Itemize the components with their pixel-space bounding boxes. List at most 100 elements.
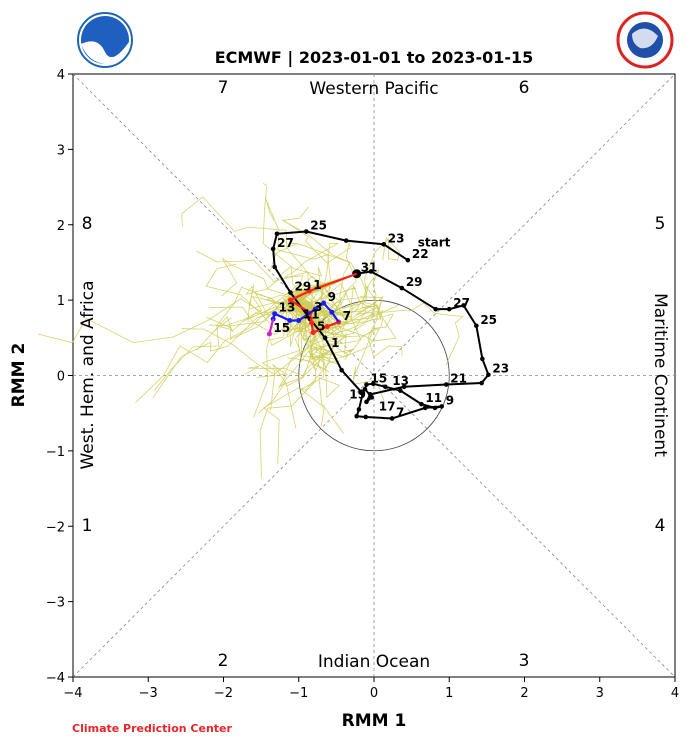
observed-point (364, 382, 369, 387)
forecast-point (266, 331, 272, 337)
observed-point (343, 238, 349, 243)
observed-point (433, 306, 439, 312)
y-tick-label: 4 (57, 68, 65, 83)
diagonal-line (72, 73, 676, 678)
x-tick-label: 2 (520, 686, 528, 701)
ensemble-member-line (289, 273, 403, 358)
x-tick-label: −1 (289, 686, 308, 701)
observed-point (322, 335, 328, 341)
observed-day-label: 29 (406, 275, 423, 289)
observed-day-label: 1 (331, 336, 339, 350)
forecast-point (287, 297, 293, 303)
ensemble-member-line (253, 273, 357, 418)
observed-day-label: 22 (412, 247, 429, 261)
observed-day-label: 19 (349, 387, 366, 401)
observed-point (303, 229, 309, 234)
phase-label-1: 1 (82, 516, 93, 536)
forecast-point (306, 288, 312, 294)
x-tick-label: −4 (63, 686, 82, 701)
phase-label-6: 6 (519, 78, 530, 98)
observed-point (354, 413, 359, 419)
forecast-point (309, 320, 315, 326)
forecast-point (329, 309, 335, 315)
observed-point (446, 306, 452, 312)
phase-label-2: 2 (218, 651, 229, 671)
x-tick-label: 4 (671, 686, 679, 701)
forecast-trajectory-segment (268, 318, 275, 335)
observed-point (443, 382, 449, 387)
observed-day-label: 7 (396, 405, 404, 419)
observed-day-label: 27 (453, 296, 470, 310)
observed-point (486, 372, 491, 378)
y-tick-label: −4 (46, 671, 65, 686)
observed-point (399, 285, 405, 291)
unit-circle (298, 299, 450, 452)
footer-credit: Climate Prediction Center (72, 722, 232, 735)
plot-area: 22232527291791113151719212325272931start… (37, 73, 676, 678)
observed-day-label: 29 (294, 280, 311, 294)
region-west-hem-africa: West. Hem. and Africa (78, 280, 98, 469)
chart-title: ECMWF | 2023-01-01 to 2023-01-15 (215, 48, 534, 68)
observed-day-label: 25 (310, 219, 327, 233)
observed-point (405, 257, 411, 263)
observed-day-label: 9 (446, 393, 454, 407)
y-tick-label: −2 (46, 520, 65, 535)
x-tick-label: −2 (214, 686, 233, 701)
observed-point (270, 246, 276, 252)
forecast-day-label: 9 (328, 290, 336, 304)
y-axis-label: RMM 2 (9, 343, 29, 408)
observed-day-label: 13 (392, 374, 409, 388)
forecast-point (321, 300, 327, 306)
forecast-day-label: 7 (343, 309, 351, 323)
observed-point (362, 386, 368, 392)
forecast-day-label: 1 (313, 278, 321, 292)
observed-day-label: 23 (388, 231, 405, 245)
observed-point (364, 399, 369, 405)
x-axis-label: RMM 1 (342, 711, 407, 731)
x-tick-label: −3 (139, 686, 158, 701)
forecast-point (312, 306, 318, 312)
observed-day-label: 17 (379, 399, 396, 413)
observed-day-label: 21 (450, 372, 467, 386)
phase-label-8: 8 (82, 214, 93, 234)
region-indian-ocean: Indian Ocean (318, 652, 430, 672)
observed-point (368, 269, 374, 274)
forecast-day-label: 13 (279, 301, 296, 315)
ensemble-member-line (196, 273, 357, 351)
region-western-pacific: Western Pacific (309, 79, 438, 99)
region-maritime-continent: Maritime Continent (650, 293, 670, 457)
start-label: start (418, 235, 451, 249)
forecast-point (287, 317, 293, 323)
phase-label-5: 5 (655, 214, 666, 234)
observed-point (363, 414, 369, 420)
observed-point (381, 242, 387, 247)
phase-label-7: 7 (218, 78, 229, 98)
observed-day-label: 25 (480, 313, 497, 327)
forecast-point (310, 330, 316, 336)
observed-point (432, 405, 438, 411)
ensemble-member-line (285, 273, 357, 427)
observed-day-label: 11 (425, 391, 442, 405)
forecast-point (324, 324, 330, 330)
observed-point (367, 392, 373, 397)
observed-day-label: 31 (361, 261, 378, 275)
nws-logo (616, 11, 674, 69)
forecast-point (272, 311, 278, 317)
forecast-day-label: 5 (317, 320, 325, 334)
x-tick-label: 1 (445, 686, 453, 701)
y-tick-label: 2 (57, 219, 65, 234)
observed-point (474, 323, 479, 329)
observed-point (479, 380, 484, 386)
x-tick-label: 0 (370, 686, 378, 701)
forecast-day-label: 11 (303, 307, 320, 321)
observed-point (382, 384, 388, 390)
observed-point (398, 388, 403, 393)
observed-point (461, 303, 466, 308)
observed-point (389, 416, 395, 421)
observed-point (480, 356, 485, 362)
observed-point (370, 381, 376, 387)
forecast-day-label: 3 (314, 300, 322, 314)
y-tick-label: 0 (57, 370, 65, 385)
y-tick-label: −1 (46, 445, 65, 460)
